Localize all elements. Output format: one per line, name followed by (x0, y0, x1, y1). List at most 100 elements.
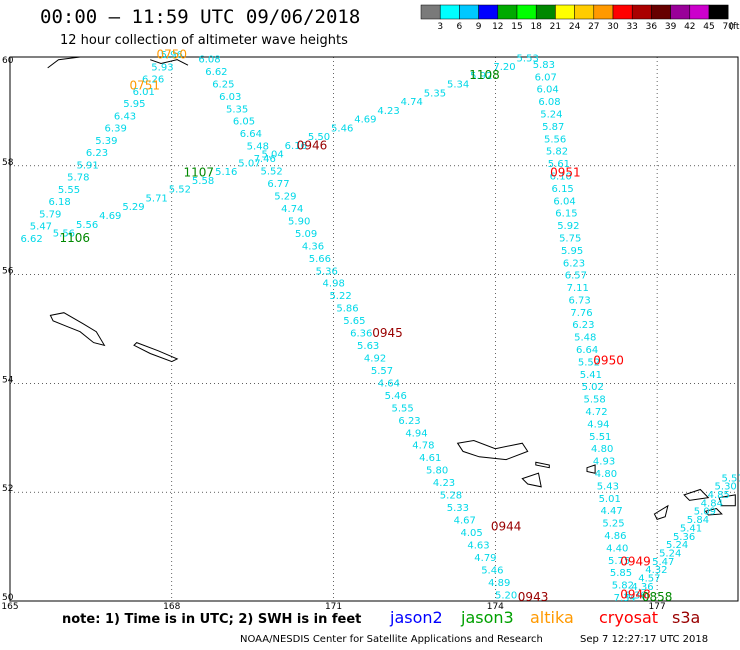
wave-height-value: 6.10 (550, 171, 572, 182)
wave-height-value: 5.36 (316, 266, 338, 277)
island-2 (133, 342, 179, 363)
legend-swatch (497, 4, 518, 20)
wave-height-value: 4.86 (604, 531, 626, 542)
pass-time-label: 0750 (157, 48, 188, 62)
wave-height-value: 5.75 (608, 556, 630, 567)
wave-height-value: 5.66 (309, 254, 331, 265)
wave-height-value: 7.34 (614, 593, 636, 604)
wave-height-value: 6.36 (624, 590, 646, 601)
plot-frame (9, 56, 739, 602)
legend-tick-label: 45 (703, 22, 715, 32)
wave-height-value: 5.36 (673, 532, 695, 543)
coast-top-left (47, 56, 81, 69)
wave-height-value: 5.63 (357, 341, 379, 352)
x-tick-label: 177 (649, 602, 666, 612)
pass-time-label: 0946 (297, 138, 328, 152)
track-cryosat-descending: 5.836.076.046.085.245.875.565.825.616.10… (533, 60, 636, 604)
wave-height-value: 5.20 (495, 590, 517, 601)
chart-subtitle: 12 hour collection of altimeter wave hei… (60, 33, 348, 48)
wave-height-value: 5.58 (192, 176, 214, 187)
legend-tick-label: 24 (568, 22, 581, 32)
wave-height-value: 5.90 (288, 216, 310, 227)
tick-labels: 165 168 171 174 177 50 52 54 56 58 60 (1, 56, 665, 612)
y-tick-label: 50 (2, 593, 14, 603)
wave-height-value: 5.52 (578, 357, 600, 368)
wave-height-value: 5.25 (602, 519, 624, 530)
pass-time-label: 1108 (469, 68, 500, 82)
wave-height-value: 6.57 (565, 271, 587, 282)
legend-unit: (ft) (729, 22, 740, 32)
wave-height-value: 6.62 (20, 234, 42, 245)
wave-height-value: 5.57 (721, 473, 740, 484)
legend-swatch (574, 4, 595, 20)
wave-height-value: 5.92 (557, 221, 579, 232)
legend-tick-label: 36 (645, 22, 658, 32)
wave-height-value: 6.64 (576, 345, 598, 356)
wave-height-value: 5.58 (584, 395, 606, 406)
island-10 (653, 504, 669, 521)
island-5 (586, 464, 596, 474)
wave-height-value: 4.84 (701, 498, 723, 509)
wave-height-value: 6.04 (536, 85, 558, 96)
pass-time-label: 1106 (59, 231, 90, 245)
wave-height-value: 6.18 (48, 197, 70, 208)
wave-height-value: 5.16 (215, 167, 237, 178)
legend-swatch (651, 4, 671, 20)
y-tick-label: 58 (2, 158, 14, 168)
wave-height-value: 5.95 (561, 246, 583, 257)
chart-title: 00:00 – 11:59 UTC 09/06/2018 (40, 6, 361, 28)
wave-height-value: 5.35 (226, 104, 248, 115)
wave-height-value: 5.65 (343, 316, 365, 327)
wave-height-value: 5.33 (447, 503, 469, 514)
wave-height-value: 6.04 (553, 196, 575, 207)
island-1 (49, 312, 106, 347)
wave-height-value: 5.93 (151, 62, 173, 73)
wave-height-value: 5.09 (295, 229, 317, 240)
pass-time-label: 0951 (550, 166, 581, 180)
wave-height-value: 5.82 (612, 581, 634, 592)
track-jason3-ascending: 5.565.564.695.295.715.525.585.165.075.04… (53, 53, 539, 239)
wave-height-value: 6.23 (572, 320, 594, 331)
legend-swatch (420, 4, 441, 20)
wave-height-value: 5.56 (544, 134, 566, 145)
y-tick-label: 56 (2, 267, 14, 277)
wave-height-value: 5.61 (548, 159, 570, 170)
wave-height-value: 5.02 (582, 382, 604, 393)
issued-timestamp: Sep 7 12:27:17 UTC 2018 (580, 634, 709, 645)
gridlines (10, 57, 738, 601)
wave-height-value: 4.36 (631, 582, 653, 593)
wave-height-value: 4.57 (638, 574, 660, 585)
wave-height-value: 5.24 (659, 549, 681, 560)
footer-note: note: 1) Time is in UTC; 2) SWH is in fe… (62, 612, 362, 627)
x-tick-label: 168 (163, 602, 180, 612)
mission-jason3: jason3 (461, 608, 514, 627)
wave-height-value: 6.23 (398, 416, 420, 427)
credit-line: NOAA/NESDIS Center for Satellite Applica… (240, 634, 543, 645)
wave-height-value: 5.47 (30, 222, 52, 233)
wave-height-value: 5.34 (447, 80, 469, 91)
wave-height-value: 5.24 (540, 109, 562, 120)
coast-top-mid (150, 59, 189, 66)
wave-height-value: 4.74 (401, 97, 423, 108)
wave-height-value: 6.23 (86, 148, 108, 159)
wave-height-value: 5.92 (470, 71, 492, 82)
track-jason3-east: 6.364.364.574.325.475.245.245.365.415.84… (624, 473, 740, 601)
wave-height-value: 4.74 (281, 204, 303, 215)
x-tick-label: 174 (487, 602, 504, 612)
wave-height-value: 5.52 (169, 185, 191, 196)
wave-height-value: 5.86 (336, 304, 358, 315)
wave-height-value: 5.24 (666, 540, 688, 551)
wave-height-value: 5.46 (481, 565, 503, 576)
wave-height-value: 5.48 (574, 333, 596, 344)
wave-height-value: 4.40 (606, 543, 628, 554)
legend-swatch (555, 4, 575, 20)
wave-height-value: 5.55 (58, 185, 80, 196)
wave-height-value: 7.20 (493, 62, 515, 73)
pass-time-label: 0751 (130, 79, 161, 93)
legend-swatch (459, 4, 479, 20)
wave-height-value: 5.29 (274, 192, 296, 203)
legend-tick-label: 42 (684, 22, 696, 32)
wave-height-value: 4.05 (460, 528, 482, 539)
wave-height-value: 5.85 (610, 568, 632, 579)
wave-height-value: 4.85 (708, 490, 730, 501)
